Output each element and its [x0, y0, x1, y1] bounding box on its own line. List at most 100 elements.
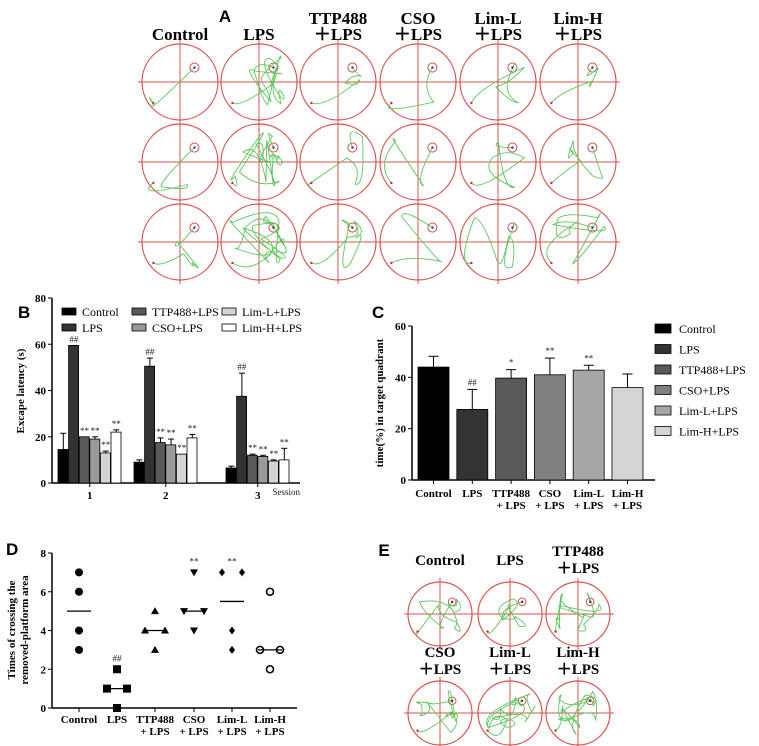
bar-lim-h-lps — [278, 459, 290, 484]
platform-circle — [507, 62, 518, 73]
start-point — [310, 181, 313, 185]
x-tick-label: 3 — [255, 490, 261, 502]
bar-lps — [144, 365, 156, 484]
end-point — [193, 146, 196, 149]
start-point — [152, 261, 155, 265]
x-tick-label: LPS — [107, 714, 127, 726]
probe-trial-trace — [474, 677, 546, 746]
x-tick-label-line2: + LPS — [496, 500, 525, 512]
water-maze-trace — [217, 200, 301, 284]
data-point — [113, 704, 121, 712]
swim-track — [471, 141, 526, 188]
column-header-line2: ＋LPS — [394, 25, 442, 44]
legend-swatch — [654, 364, 672, 375]
probe-trial-trace — [474, 578, 546, 650]
start-point — [390, 181, 393, 185]
probe-trial-trace — [542, 578, 614, 650]
bar-cso-lps — [257, 456, 269, 484]
significance-mark: ** — [259, 444, 269, 454]
end-point — [450, 699, 454, 703]
data-point — [75, 587, 83, 596]
x-tick-label: CSO — [183, 714, 206, 726]
start-point — [231, 261, 234, 265]
cell-header-line1: CSO — [425, 645, 456, 661]
swim-track — [551, 140, 604, 184]
y-tick-label: 20 — [35, 432, 47, 444]
significance-mark: ## — [145, 347, 155, 357]
bar-lim-l-lps — [175, 453, 187, 484]
bar-lim-l-lps — [100, 452, 111, 484]
water-maze-trace — [456, 120, 540, 204]
end-point — [591, 66, 594, 69]
y-axis-label-line2: removed-platform area — [19, 575, 31, 685]
y-tick-label: 8 — [41, 548, 47, 560]
start-point — [470, 181, 473, 185]
end-point — [351, 226, 354, 229]
data-point — [151, 607, 159, 615]
bar-lim-h-lps — [186, 437, 198, 484]
cell-header: LPS — [496, 553, 524, 569]
platform-circle — [427, 142, 438, 153]
bar-cso-lps — [89, 438, 101, 484]
cell-header-line2: ＋LPS — [419, 662, 462, 678]
x-tick-label: 2 — [163, 490, 169, 502]
platform-circle — [585, 597, 595, 607]
water-maze-trace — [536, 120, 620, 204]
panel-label-e: E — [378, 541, 389, 560]
x-tick-label: 1 — [87, 490, 93, 502]
x-tick-label: Lim-H — [254, 714, 286, 726]
column-header-line1: Lim-L — [474, 9, 521, 28]
column-header: Control — [152, 25, 209, 44]
chart-c: C 0 20 40 60 time(%) in target quadrant Contro… — [372, 303, 746, 512]
significance-mark: ** — [177, 443, 187, 453]
bar-ttp488-lps — [78, 436, 90, 484]
x-tick-label: LPS — [462, 488, 482, 500]
significance-mark: ** — [167, 428, 177, 438]
start-point — [470, 261, 473, 265]
y-tick-label: 80 — [35, 293, 47, 305]
panel-label-b: B — [18, 303, 30, 322]
bar — [611, 387, 644, 481]
column-header-line2: ＋LPS — [474, 25, 522, 44]
column-header-line1: TTP488 — [309, 9, 368, 28]
bar — [456, 409, 489, 481]
y-tick-label: 40 — [35, 386, 47, 398]
legend-label: TTP488+LPS — [679, 363, 746, 377]
significance-mark: ** — [190, 556, 200, 566]
water-maze-trace — [138, 120, 222, 204]
legend-label: Lim-L+LPS — [679, 404, 738, 418]
end-point — [351, 66, 354, 69]
water-maze-trace — [376, 40, 460, 124]
start-point — [152, 181, 155, 185]
cell-header-line2: ＋LPS — [489, 662, 532, 678]
data-point — [75, 626, 83, 635]
start-point — [231, 181, 234, 185]
water-maze-trace — [456, 40, 540, 124]
water-maze-trace — [456, 200, 540, 284]
platform-circle — [517, 597, 527, 607]
end-point — [431, 146, 434, 149]
data-point — [265, 587, 275, 597]
end-point — [588, 600, 592, 604]
significance-mark: ## — [237, 362, 247, 372]
bar — [534, 374, 566, 481]
start-point — [390, 101, 393, 105]
swim-track — [546, 213, 606, 265]
x-tick-label: Lim-H — [612, 488, 644, 500]
cell-header-line1: Lim-L — [489, 645, 531, 661]
y-axis-label: time(%) in target quadrant — [374, 338, 386, 467]
significance-mark: ** — [269, 449, 279, 459]
swim-track — [470, 63, 525, 104]
y-tick-label: 4 — [41, 626, 47, 638]
water-maze-trace — [536, 40, 620, 124]
start-point — [390, 261, 393, 265]
legend-label: LPS — [679, 343, 700, 357]
significance-mark: ** — [228, 556, 238, 566]
column-header-line2: ＋LPS — [314, 25, 362, 44]
cell-header-line1: Lim-H — [556, 645, 600, 661]
water-maze-trace — [217, 120, 301, 204]
end-point — [511, 66, 514, 69]
probe-trial-trace — [404, 578, 476, 650]
